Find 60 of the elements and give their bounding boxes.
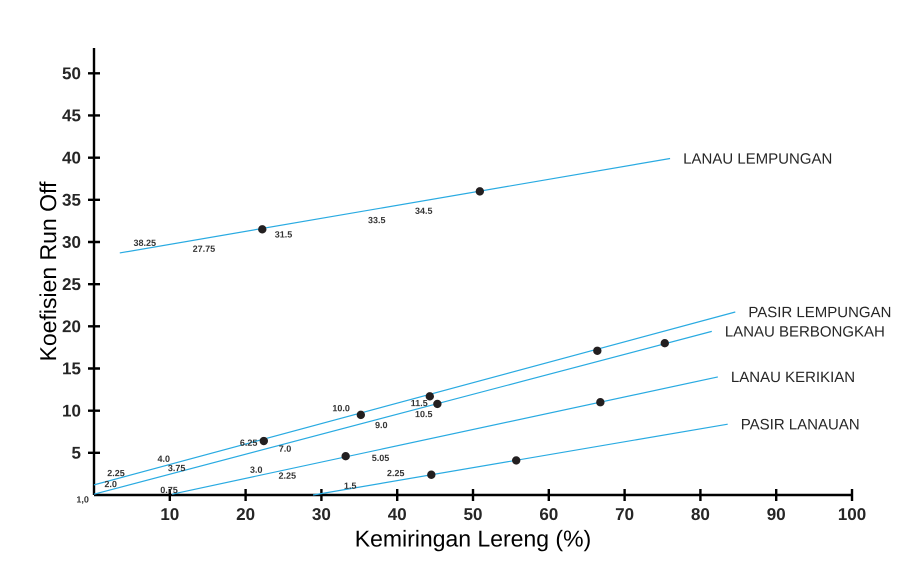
- x-tick-label: 30: [312, 508, 330, 520]
- point: [476, 187, 484, 196]
- series-label: LANAU KERIKIAN: [732, 372, 854, 382]
- series-label: LANAU BERBONGKAH: [726, 326, 884, 337]
- x-axis-title: Kemiringan Lereng (%): [356, 530, 590, 552]
- y-axis-title: Koefisien Run Off: [39, 182, 56, 360]
- y-tick-label: 25: [62, 278, 80, 290]
- annotation: 11.5: [411, 400, 428, 406]
- point: [426, 392, 434, 401]
- x-tick-label: 70: [616, 508, 634, 520]
- y-tick-label: 30: [62, 236, 80, 248]
- annotation: 7.0: [279, 445, 291, 452]
- y-tick-label: 50: [62, 67, 80, 80]
- point: [433, 400, 442, 408]
- annotation: 27.75: [192, 246, 215, 252]
- y-tick-label: 35: [62, 194, 80, 206]
- annotation: 33.5: [368, 216, 386, 224]
- y-tick-label: 45: [62, 110, 80, 122]
- annotation: 2.25: [108, 470, 125, 476]
- annotation: 2.0: [104, 480, 117, 488]
- series-label: PASIR LANAUAN: [742, 418, 858, 430]
- annotation: 38.25: [134, 240, 156, 246]
- y-tick-label: 5: [72, 446, 80, 459]
- point: [593, 346, 602, 355]
- point: [341, 452, 350, 460]
- annotation: 1.5: [344, 482, 356, 489]
- x-tick-label: 100: [838, 508, 866, 520]
- annotation: 10.5: [416, 410, 432, 418]
- annotation: 3.75: [168, 464, 186, 472]
- text: 1,0: [76, 496, 89, 504]
- point: [512, 456, 520, 465]
- annotation: 5.05: [372, 454, 390, 462]
- annotation: 2.25: [387, 470, 404, 476]
- point: [258, 225, 266, 234]
- annotation: 34.5: [415, 208, 432, 214]
- annotation: 4.0: [158, 456, 170, 462]
- point: [427, 470, 436, 479]
- annotation: 10.0: [332, 404, 350, 412]
- annotation: 3.0: [250, 466, 262, 473]
- x-tick-label: 40: [388, 508, 406, 520]
- y-tick-label: 40: [62, 152, 80, 164]
- x-tick-label: 50: [464, 508, 482, 520]
- annotation: 9.0: [375, 422, 388, 428]
- annotation: 2.25: [278, 472, 296, 479]
- series-label: LANAU LEMPUNGAN: [684, 153, 832, 164]
- series-label: PASIR LEMPUNGAN: [750, 306, 890, 318]
- y-tick-label: 20: [62, 320, 80, 332]
- x-tick-label: 60: [540, 508, 558, 520]
- point: [596, 398, 605, 406]
- x-tick-label: 90: [767, 508, 785, 520]
- point: [260, 436, 268, 446]
- annotation: 0.75: [160, 486, 178, 494]
- x-tick-label: 80: [691, 508, 710, 520]
- y-tick-label: 10: [63, 404, 80, 417]
- y-tick-label: 15: [63, 362, 80, 374]
- point: [356, 410, 366, 420]
- annotation: 31.5: [274, 231, 292, 238]
- x-tick-label: 10: [161, 508, 179, 520]
- x-tick-label: 20: [236, 508, 254, 520]
- point: [660, 338, 669, 348]
